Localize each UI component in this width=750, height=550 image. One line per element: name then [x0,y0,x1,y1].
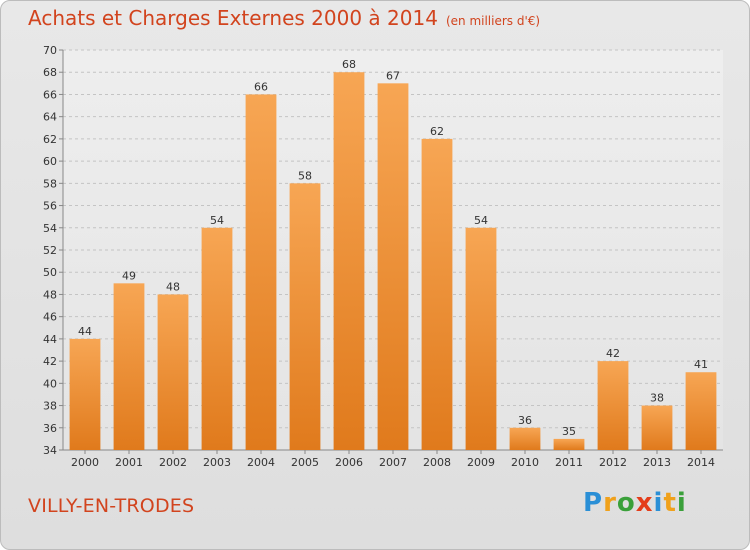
x-tick-label-2012: 2012 [599,456,627,469]
x-tick-label-2004: 2004 [247,456,275,469]
bar-2000 [69,338,101,450]
y-tick-label: 34 [43,444,57,457]
value-label-2005: 58 [298,169,312,182]
x-tick-label-2010: 2010 [511,456,539,469]
y-tick-label: 48 [43,288,57,301]
y-tick-label: 44 [43,333,57,346]
chart-subtitle: (en milliers d'€) [445,14,541,28]
y-tick-label: 56 [43,200,57,213]
bar-2008 [421,138,453,450]
x-tick-label-2009: 2009 [467,456,495,469]
y-tick-label: 40 [43,377,57,390]
bar-2003 [201,227,233,450]
x-tick-label-2007: 2007 [379,456,407,469]
x-tick-label-2008: 2008 [423,456,451,469]
value-label-2001: 49 [122,269,136,282]
value-label-2011: 35 [562,425,576,438]
x-tick-label-2001: 2001 [115,456,143,469]
bar-2004 [245,94,277,450]
bar-2001 [113,283,145,450]
chart-title-text: Achats et Charges Externes 2000 à 2014 [28,6,438,30]
logo-letter: P [583,488,604,518]
x-tick-label-2006: 2006 [335,456,363,469]
value-label-2004: 66 [254,80,268,93]
value-label-2009: 54 [474,214,488,227]
value-label-2010: 36 [518,414,532,427]
bar-2005 [289,183,321,451]
y-tick-label: 70 [43,44,57,57]
value-label-2006: 68 [342,58,356,71]
x-tick-label-2005: 2005 [291,456,319,469]
value-label-2007: 67 [386,69,400,82]
bar-2011 [553,438,585,450]
y-tick-label: 46 [43,311,57,324]
logo-letter: i [676,488,687,518]
x-tick-label-2000: 2000 [71,456,99,469]
logo-letter: t [663,488,677,518]
y-tick-label: 42 [43,355,57,368]
y-tick-label: 36 [43,422,57,435]
commune-name: VILLY-EN-TRODES [28,495,195,517]
value-label-2003: 54 [210,214,224,227]
chart-title: Achats et Charges Externes 2000 à 2014 (e… [28,6,540,30]
bar-2006 [333,72,365,450]
logo-letter: x [635,488,654,518]
bar-2007 [377,83,409,450]
y-tick-label: 66 [43,88,57,101]
value-label-2002: 48 [166,280,180,293]
y-tick-label: 60 [43,155,57,168]
value-label-2013: 38 [650,392,664,405]
y-tick-label: 58 [43,177,57,190]
y-tick-label: 50 [43,266,57,279]
y-tick-label: 64 [43,111,57,124]
x-tick-label-2011: 2011 [555,456,583,469]
value-label-2008: 62 [430,125,444,138]
value-label-2014: 41 [694,358,708,371]
y-tick-label: 52 [43,244,57,257]
value-label-2000: 44 [78,325,92,338]
y-tick-label: 38 [43,400,57,413]
logo-letter: i [653,488,664,518]
bar-2002 [157,294,189,450]
y-tick-label: 62 [43,133,57,146]
x-tick-label-2014: 2014 [687,456,715,469]
bar-2012 [597,361,629,450]
value-label-2012: 42 [606,347,620,360]
x-tick-label-2003: 2003 [203,456,231,469]
bar-2013 [641,405,673,450]
logo-letter: r [603,488,617,518]
y-tick-label: 68 [43,66,57,79]
bar-2009 [465,227,497,450]
bar-2010 [509,427,541,450]
y-tick-label: 54 [43,222,57,235]
x-tick-label-2013: 2013 [643,456,671,469]
proxiti-logo: Proxiti [583,488,687,518]
logo-letter: o [616,488,636,518]
x-tick-label-2002: 2002 [159,456,187,469]
bar-2014 [685,372,717,450]
